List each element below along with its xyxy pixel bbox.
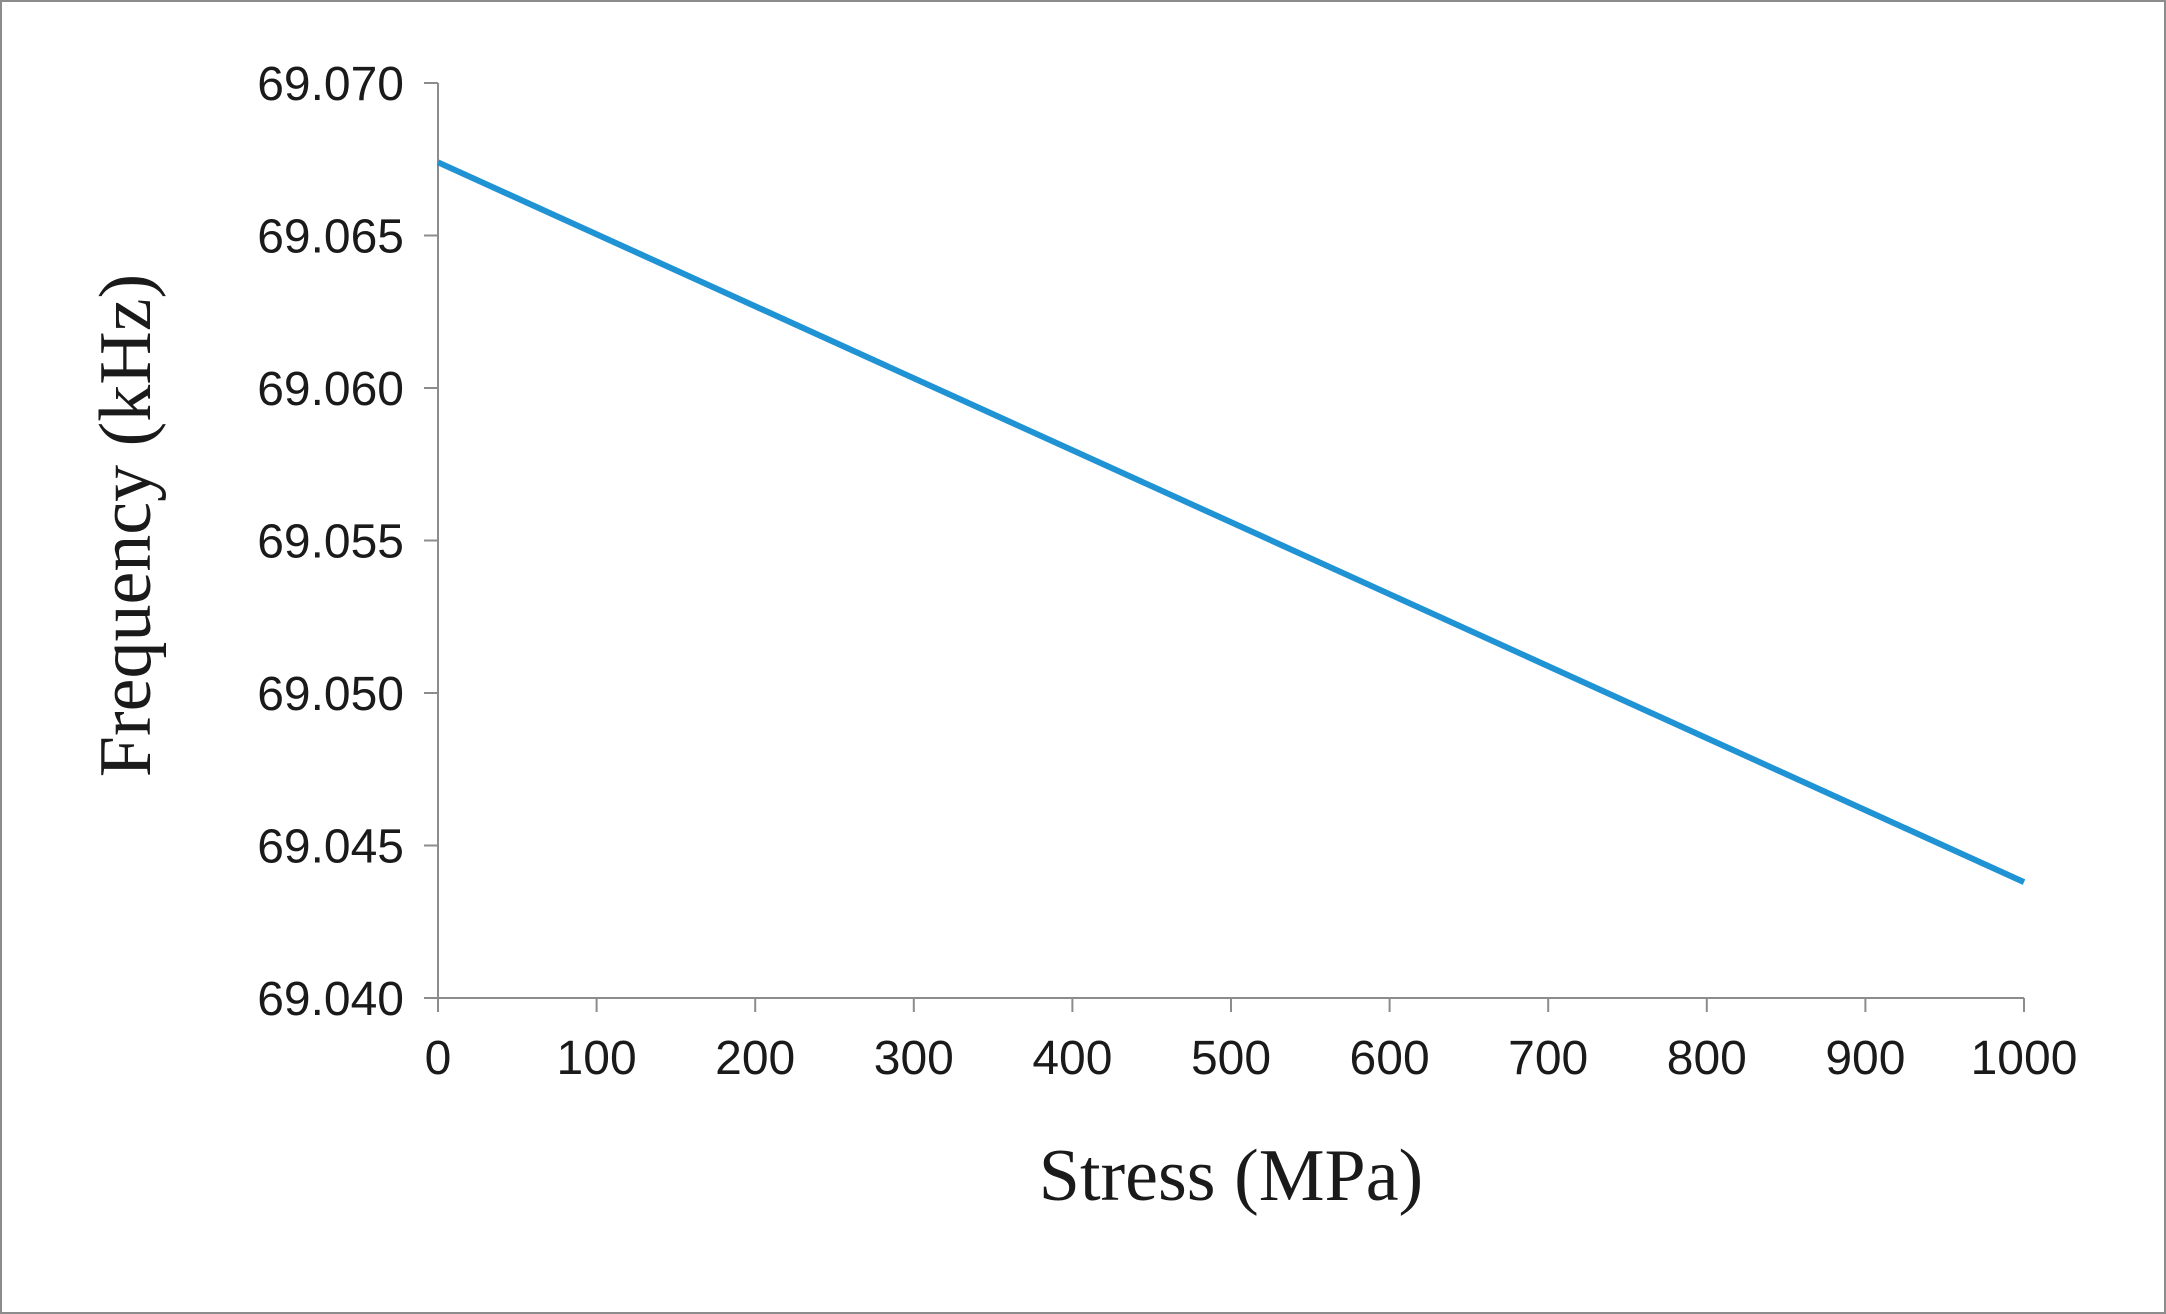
x-tick-label: 300 — [874, 1032, 954, 1085]
series-line-frequency — [436, 159, 2026, 885]
y-tick-label: 69.055 — [257, 516, 404, 569]
x-tick-label: 0 — [425, 1032, 452, 1085]
x-tick-label: 900 — [1825, 1032, 1905, 1085]
y-axis-title: Frequency (kHz) — [85, 274, 167, 777]
y-axis-ticks: 69.040 69.045 69.050 69.055 69.060 69.065 69.0… — [257, 58, 438, 1026]
x-tick-label: 700 — [1508, 1032, 1588, 1085]
x-tick-label: 500 — [1191, 1032, 1271, 1085]
x-tick-label: 400 — [1032, 1032, 1112, 1085]
y-tick-label: 69.045 — [257, 821, 404, 874]
y-tick-label: 69.065 — [257, 211, 404, 264]
y-tick-label: 69.040 — [257, 973, 404, 1026]
y-tick-label: 69.050 — [257, 668, 404, 721]
x-tick-label: 200 — [715, 1032, 795, 1085]
x-tick-label: 100 — [557, 1032, 637, 1085]
plot-area: 69.040 69.045 69.050 69.055 69.060 69.065 69.0… — [257, 58, 2077, 1085]
x-tick-label: 800 — [1667, 1032, 1747, 1085]
y-tick-label: 69.070 — [257, 58, 404, 111]
x-axis-title: Stress (MPa) — [1039, 1135, 1423, 1217]
y-tick-label: 69.060 — [257, 363, 404, 416]
x-tick-label: 600 — [1350, 1032, 1430, 1085]
x-axis-ticks: 0 100 200 300 400 500 600 700 800 900 1000 — [425, 998, 2078, 1085]
series-layer — [436, 159, 2026, 885]
x-tick-label: 1000 — [1971, 1032, 2078, 1085]
